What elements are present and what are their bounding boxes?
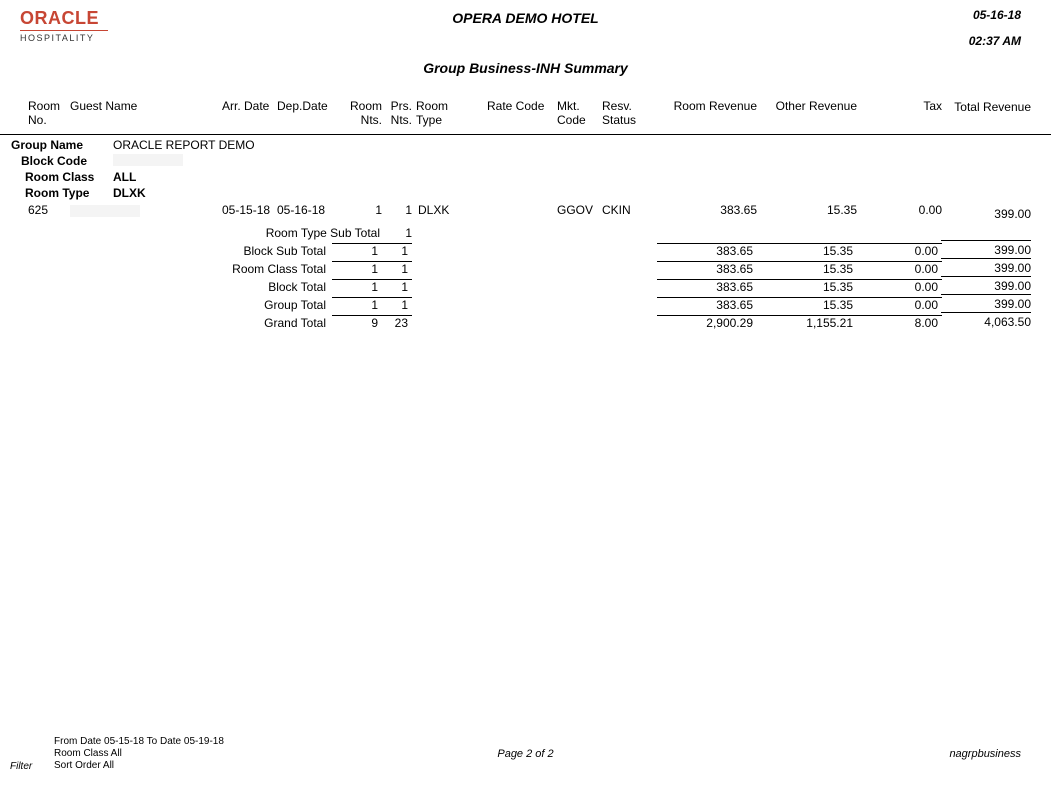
cell-rate-code [467,204,557,218]
room-class-other-rev: 15.35 [757,261,857,276]
col-arr-date: Arr. Date [222,100,277,128]
block-sub-label: Block Sub Total [28,244,332,258]
group-name-value: ORACLE REPORT DEMO [113,138,255,152]
grand-tax: 8.00 [857,315,942,330]
room-class-label: Room Class [25,170,103,184]
block-sub-tax: 0.00 [857,243,942,258]
group-total-label: Group Total [28,298,332,312]
column-headers: Room No. Guest Name Arr. Date Dep.Date R… [0,96,1051,135]
cell-dep-date: 05-16-18 [277,204,332,218]
total-rev-column: 399.00 399.00 399.00 399.00 4,063.50 [941,240,1031,330]
group-name-label: Group Name [11,138,103,152]
block-total-label: Block Total [28,280,332,294]
grand-prs-nts: 23 [382,315,412,330]
totals-block: Room Type Sub Total 1 Block Sub Total 1 … [0,222,1051,330]
block-sub-total-rev: 399.00 [941,240,1031,258]
room-class-prs-nts: 1 [382,261,412,276]
block-other-rev: 15.35 [757,279,857,294]
group-other-rev: 15.35 [757,297,857,312]
col-guest-name: Guest Name [70,100,222,128]
room-type-value: DLXK [113,186,146,200]
group-room-nts: 1 [332,297,382,312]
room-class-total-row: Room Class Total 1 1 383.65 15.35 0.00 [28,258,1031,276]
block-room-rev: 383.65 [657,279,757,294]
block-sub-other-rev: 15.35 [757,243,857,258]
grand-other-rev: 1,155.21 [757,315,857,330]
report-date: 05-16-18 [973,8,1021,22]
hotel-name: OPERA DEMO HOTEL [0,10,1051,26]
block-sub-room-rev: 383.65 [657,243,757,258]
block-room-nts: 1 [332,279,382,294]
block-total-row: Block Total 1 1 383.65 15.35 0.00 [28,276,1031,294]
grand-total-row: Grand Total 9 23 2,900.29 1,155.21 8.00 [28,312,1031,330]
cell-arr-date: 05-15-18 [222,204,277,218]
col-dep-date: Dep.Date [277,100,332,128]
cell-other-rev: 15.35 [757,204,857,218]
block-total-rev: 399.00 [941,276,1031,294]
block-code-value [113,154,183,166]
room-class-room-rev: 383.65 [657,261,757,276]
block-sub-room-nts: 1 [332,243,382,258]
room-class-room-nts: 1 [332,261,382,276]
cell-prs-nts: 1 [382,204,412,218]
data-row: 625 05-15-18 05-16-18 1 1 DLXK GGOV CKIN… [11,204,1031,218]
block-sub-total-row: Block Sub Total 1 1 383.65 15.35 0.00 [28,240,1031,258]
group-tax: 0.00 [857,297,942,312]
cell-guest-name [70,204,222,218]
col-tax: Tax [857,100,942,128]
col-mkt-code: Mkt. Code [557,100,602,128]
room-class-value: ALL [113,170,136,184]
grand-total-label: Grand Total [28,316,332,330]
grand-room-nts: 9 [332,315,382,330]
room-class-total-rev: 399.00 [941,258,1031,276]
cell-room-nts: 1 [332,204,382,218]
room-type-sub-prs: 1 [382,226,412,240]
footer-filter-line3: Sort Order All [54,760,224,772]
room-type-label: Room Type [25,186,103,200]
footer-filter-label: Filter [10,761,32,772]
room-type-subtotal-row: Room Type Sub Total 1 [28,222,1031,240]
brand-subtitle: HOSPITALITY [20,30,108,43]
footer-page: Page 2 of 2 [0,748,1051,760]
group-total-rev: 399.00 [941,294,1031,312]
report-body: Group Name ORACLE REPORT DEMO Block Code… [0,134,1051,218]
cell-room-type: DLXK [412,204,467,218]
cell-mkt-code: GGOV [557,204,602,218]
col-prs-nts: Prs. Nts. [382,100,412,128]
group-total-row: Group Total 1 1 383.65 15.35 0.00 [28,294,1031,312]
block-sub-prs-nts: 1 [382,243,412,258]
report-time: 02:37 AM [969,34,1021,48]
col-other-rev: Other Revenue [757,100,857,128]
cell-total-rev: 399.00 [994,207,1031,221]
col-room-type: Room Type [412,100,467,128]
cell-room-no: 625 [28,204,70,218]
room-type-sub-label: Room Type Sub Total [28,226,382,240]
col-room-rev: Room Revenue [657,100,757,128]
block-tax: 0.00 [857,279,942,294]
group-prs-nts: 1 [382,297,412,312]
cell-tax: 0.00 [857,204,942,218]
room-class-tax: 0.00 [857,261,942,276]
col-total-rev: Total Revenue [954,100,1031,114]
col-room-nts: Room Nts. [332,100,382,128]
block-code-label: Block Code [21,154,103,168]
col-resv-status: Resv. Status [602,100,657,128]
col-rate-code: Rate Code [467,100,557,128]
footer-report-code: nagrpbusiness [949,748,1021,760]
cell-resv-status: CKIN [602,204,657,218]
footer-filter-line1: From Date 05-15-18 To Date 05-19-18 [54,736,224,748]
grand-total-rev: 4,063.50 [941,312,1031,330]
block-prs-nts: 1 [382,279,412,294]
room-class-label2: Room Class Total [28,262,332,276]
group-room-rev: 383.65 [657,297,757,312]
cell-room-rev: 383.65 [657,204,757,218]
report-page: ORACLE HOSPITALITY OPERA DEMO HOTEL 05-1… [0,0,1051,790]
grand-room-rev: 2,900.29 [657,315,757,330]
report-title: Group Business-INH Summary [0,60,1051,76]
col-room-no: Room No. [28,100,70,128]
